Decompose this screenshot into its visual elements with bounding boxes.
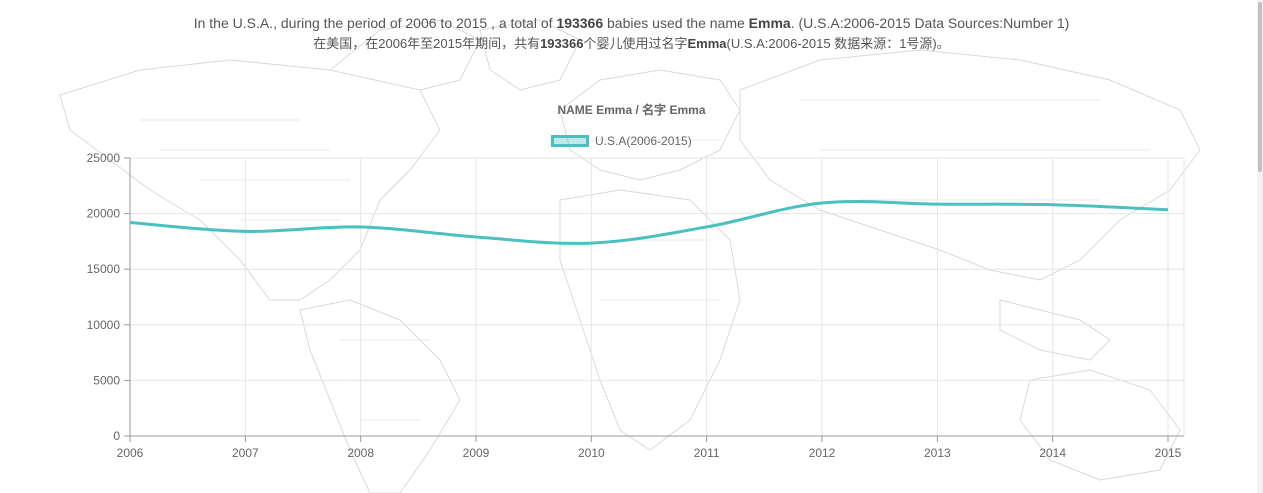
description-zh-mid: 个婴儿使用过名字: [583, 36, 688, 51]
x-tick-label: 2008: [347, 446, 374, 460]
chart-axes: [129, 158, 1184, 437]
description-zh-name: Emma: [687, 36, 727, 51]
data-point[interactable]: [243, 229, 247, 233]
description-zh-prefix: 在美国，在2006年至2015年期间，共有: [313, 36, 541, 51]
description-en-name: Emma: [748, 15, 791, 31]
y-tick-label: 25000: [87, 151, 121, 165]
data-point[interactable]: [589, 241, 593, 245]
scrollbar-thumb[interactable]: [1258, 2, 1262, 172]
data-point[interactable]: [935, 202, 939, 206]
vertical-scrollbar[interactable]: [1257, 0, 1263, 493]
data-point[interactable]: [1166, 208, 1170, 212]
data-point[interactable]: [820, 201, 824, 205]
y-tick-label: 5000: [93, 373, 120, 387]
y-tick-label: 15000: [87, 262, 121, 276]
x-tick-label: 2010: [578, 446, 605, 460]
y-tick-label: 20000: [87, 207, 121, 221]
description-en-prefix: In the U.S.A., during the period of 2006…: [193, 15, 557, 31]
x-tick-label: 2007: [232, 446, 259, 460]
x-tick-label: 2006: [117, 446, 144, 460]
description-en-suffix: . (U.S.A:2006-2015 Data Sources:Number 1…: [790, 15, 1070, 31]
x-tick-label: 2014: [1039, 446, 1066, 460]
x-tick-label: 2012: [809, 446, 836, 460]
x-tick-label: 2015: [1155, 446, 1182, 460]
data-point[interactable]: [1051, 203, 1055, 207]
y-tick-label: 10000: [87, 318, 121, 332]
chart-grid: [129, 157, 1185, 437]
data-point[interactable]: [359, 225, 363, 229]
x-axis-ticks: 2006 2007 2008 2009 2010 2011 2012 2013 2014 2015: [117, 436, 1182, 460]
legend-swatch[interactable]: [551, 135, 589, 147]
chart-series: [128, 199, 1170, 245]
description-zh: 在美国，在2006年至2015年期间，共有193366个婴儿使用过名字Emma(…: [0, 34, 1263, 54]
description-en-total: 193366: [556, 15, 604, 31]
description-en: In the U.S.A., during the period of 2006…: [0, 13, 1263, 33]
chart-title: NAME Emma / 名字 Emma: [557, 103, 706, 117]
description-zh-total: 193366: [540, 36, 584, 51]
description-en-mid: babies used the name: [603, 15, 749, 31]
x-tick-label: 2009: [463, 446, 490, 460]
data-point[interactable]: [128, 220, 132, 224]
y-axis-ticks: 0 5000 10000 15000 20000 25000: [87, 151, 130, 443]
data-point[interactable]: [705, 225, 709, 229]
description-zh-suffix: (U.S.A:2006-2015 数据来源：1号源)。: [726, 36, 950, 51]
series-line[interactable]: [129, 199, 1169, 245]
x-tick-label: 2011: [694, 446, 720, 460]
legend-label[interactable]: U.S.A(2006-2015): [595, 134, 692, 148]
data-point[interactable]: [474, 235, 478, 239]
chart-legend[interactable]: U.S.A(2006-2015): [551, 134, 692, 148]
y-tick-label: 0: [113, 429, 120, 443]
x-tick-label: 2013: [924, 446, 951, 460]
